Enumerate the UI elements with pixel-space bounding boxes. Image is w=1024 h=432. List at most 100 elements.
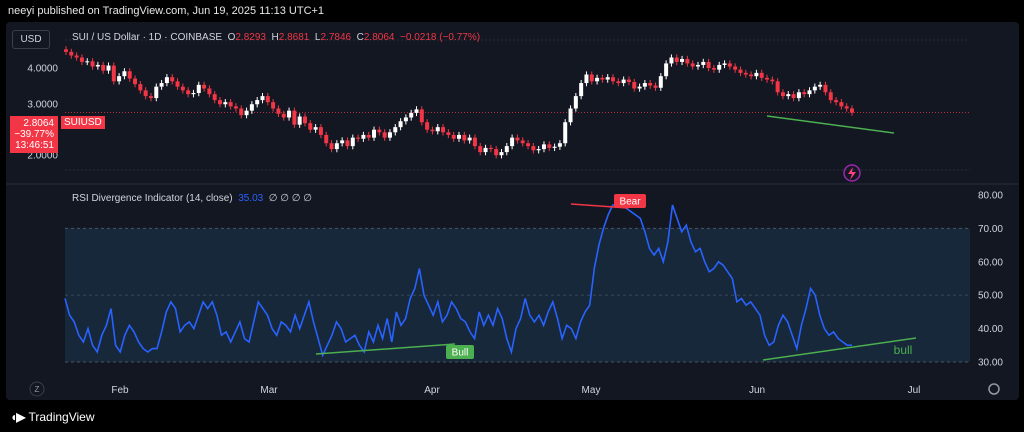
candle [711, 64, 716, 73]
candle [494, 145, 499, 159]
candle-body [372, 129, 377, 138]
candle-body [637, 86, 642, 89]
candle [547, 141, 552, 152]
candle [690, 60, 695, 70]
candle [218, 97, 223, 108]
candle [425, 119, 430, 133]
candle-body [133, 78, 138, 85]
candle [738, 66, 743, 77]
candle-body [850, 108, 854, 113]
tv-logo-icon: ◖▶ [10, 410, 26, 424]
candle-body [573, 96, 578, 109]
candle-body [196, 84, 201, 94]
candle [770, 76, 775, 85]
candle [154, 83, 159, 102]
rsi-placeholders: ∅ ∅ ∅ ∅ [268, 193, 312, 204]
candle-body [313, 127, 318, 130]
candle-body [834, 100, 839, 103]
candle [515, 134, 520, 144]
bull-divergence-line [315, 343, 456, 355]
currency-button[interactable]: USD [12, 30, 50, 49]
candle [345, 137, 350, 150]
candle [111, 62, 116, 85]
x-tick-label: Feb [111, 385, 129, 396]
candle-body [541, 144, 546, 150]
gear-icon[interactable] [988, 383, 1000, 395]
candle [664, 60, 669, 80]
annotations: Bull Bear bull [315, 115, 917, 361]
candle [186, 87, 191, 98]
candle [287, 107, 292, 121]
candle-body [547, 144, 552, 148]
candle-body [292, 110, 297, 125]
candle [648, 79, 653, 89]
candle [85, 58, 90, 66]
candle [780, 89, 785, 100]
candle [717, 61, 722, 73]
open-value: 2.8293 [235, 32, 266, 43]
candle-body [812, 86, 817, 91]
symbol-tag: SUIUSD [61, 116, 105, 129]
candle-body [329, 143, 334, 150]
candle-body [472, 137, 477, 147]
candle [653, 82, 658, 91]
candle [143, 87, 148, 100]
candle-body [589, 74, 594, 82]
candle-body [584, 74, 589, 84]
rsi-tick-label: 30.00 [978, 358, 1003, 369]
candle [595, 74, 600, 85]
candle-body [377, 129, 382, 133]
candle-body [669, 57, 674, 64]
candle [626, 76, 631, 86]
candle [318, 124, 323, 139]
candle [589, 71, 594, 85]
candle [133, 75, 138, 88]
candle-body [510, 137, 515, 147]
candle-body [611, 77, 616, 82]
candle-body [743, 72, 748, 75]
candle [377, 126, 382, 136]
candle [834, 97, 839, 106]
candle-body [79, 57, 84, 62]
bull-label-bg [446, 345, 474, 359]
candle-body [345, 140, 350, 147]
candle [632, 78, 637, 92]
price-tag: 2.8064 −39.77% 13:46:51 [10, 116, 58, 153]
zoom-reset-icon[interactable] [29, 381, 45, 397]
price-tag-change: −39.77% [14, 129, 54, 140]
candle-body [844, 106, 849, 109]
top-bar: neeyi published on TradingView.com, Jun … [0, 0, 1024, 22]
candle [148, 93, 153, 102]
candle-body [478, 146, 483, 153]
candle [239, 105, 244, 119]
candle [605, 74, 610, 83]
candle-body [249, 104, 254, 111]
candle-body [202, 84, 207, 89]
candle [467, 134, 472, 144]
candle-body [802, 92, 807, 95]
price-tick-label: 4.0000 [27, 64, 58, 75]
candle-body [441, 127, 446, 133]
candle [573, 93, 578, 112]
axis-labels: 4.0000 3.0000 2.0000 80.00 70.00 60.00 50.00 40… [27, 64, 1003, 397]
candle-body [281, 113, 286, 118]
candle-body [780, 92, 785, 97]
candle-body [387, 132, 392, 138]
candle [361, 131, 366, 142]
candle-body [223, 102, 228, 105]
candle [372, 126, 377, 141]
lightning-icon-ring [843, 164, 861, 182]
candle-body [717, 64, 722, 70]
high-label: H [271, 32, 279, 43]
candle [844, 103, 849, 112]
candle [122, 68, 127, 80]
candle-body [435, 127, 440, 132]
candle-body [308, 123, 313, 130]
candle-body [658, 76, 663, 88]
low-label: L [314, 32, 321, 43]
candle-body [403, 117, 408, 122]
candle [196, 81, 201, 97]
candle [680, 55, 685, 66]
candle [701, 58, 706, 69]
